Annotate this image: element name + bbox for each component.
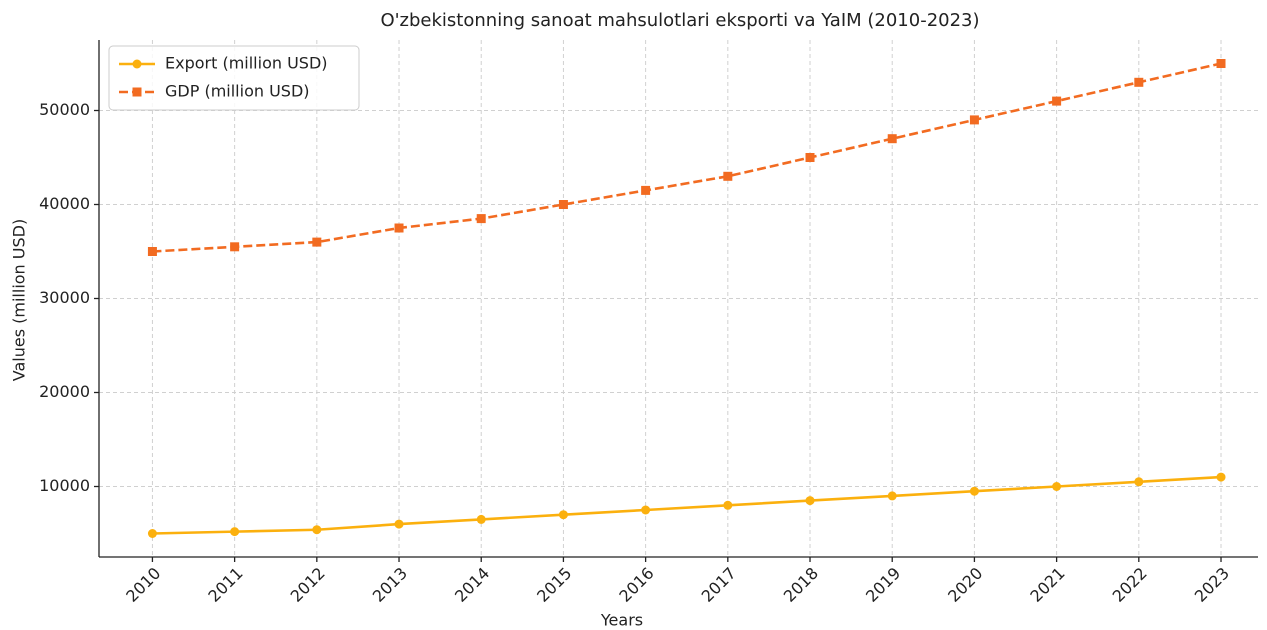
x-tick-label: 2021 bbox=[1026, 564, 1068, 606]
marker bbox=[394, 223, 404, 233]
x-tick-label: 2011 bbox=[204, 564, 246, 606]
x-tick-label: 2017 bbox=[698, 564, 740, 606]
y-tick-label: 50000 bbox=[39, 100, 90, 119]
marker bbox=[147, 247, 157, 256]
x-tick-label: 2018 bbox=[780, 564, 822, 606]
marker bbox=[969, 115, 979, 125]
legend-label: GDP (million USD) bbox=[165, 82, 310, 101]
marker bbox=[887, 134, 897, 144]
marker bbox=[312, 237, 322, 247]
y-axis-label: Values (million USD) bbox=[10, 219, 29, 381]
marker bbox=[805, 496, 815, 506]
marker bbox=[147, 529, 157, 538]
x-tick-label: 2020 bbox=[944, 564, 986, 606]
marker bbox=[641, 505, 651, 515]
y-tick-label: 40000 bbox=[39, 194, 90, 213]
marker bbox=[1052, 96, 1062, 106]
series-line bbox=[152, 62, 1222, 253]
x-tick-label: 2013 bbox=[369, 564, 411, 606]
marker bbox=[1134, 477, 1144, 487]
x-tick-label: 2022 bbox=[1109, 564, 1151, 606]
chart-title: O'zbekistonning sanoat mahsulotlari eksp… bbox=[380, 10, 979, 31]
marker bbox=[230, 242, 240, 252]
x-tick-label: 2019 bbox=[862, 564, 904, 606]
marker bbox=[641, 185, 651, 195]
x-axis-label: Years bbox=[600, 611, 643, 630]
legend-label: Export (million USD) bbox=[165, 54, 328, 73]
marker bbox=[132, 87, 142, 97]
x-tick-label: 2015 bbox=[533, 564, 575, 606]
marker bbox=[887, 491, 897, 501]
marker bbox=[723, 500, 733, 510]
marker bbox=[394, 519, 404, 529]
marker bbox=[1134, 77, 1144, 87]
x-tick-label: 2023 bbox=[1191, 564, 1233, 606]
y-tick-label: 10000 bbox=[39, 476, 90, 495]
x-tick-label: 2010 bbox=[122, 564, 164, 606]
marker bbox=[230, 527, 240, 537]
series-line bbox=[152, 475, 1222, 535]
marker bbox=[1216, 59, 1226, 68]
marker bbox=[558, 510, 568, 520]
marker bbox=[558, 200, 568, 209]
legend-box bbox=[108, 45, 360, 111]
marker bbox=[476, 214, 486, 224]
marker bbox=[1052, 482, 1062, 491]
y-tick-label: 30000 bbox=[39, 288, 90, 307]
x-tick-label: 2012 bbox=[287, 564, 329, 606]
marker bbox=[312, 525, 322, 535]
marker bbox=[1216, 472, 1226, 482]
marker bbox=[132, 59, 142, 69]
marker bbox=[969, 486, 979, 496]
marker bbox=[476, 514, 486, 524]
y-tick-label: 20000 bbox=[39, 382, 90, 401]
x-tick-label: 2016 bbox=[615, 564, 657, 606]
x-tick-label: 2014 bbox=[451, 564, 493, 606]
marker bbox=[805, 153, 815, 162]
marker bbox=[723, 171, 733, 181]
